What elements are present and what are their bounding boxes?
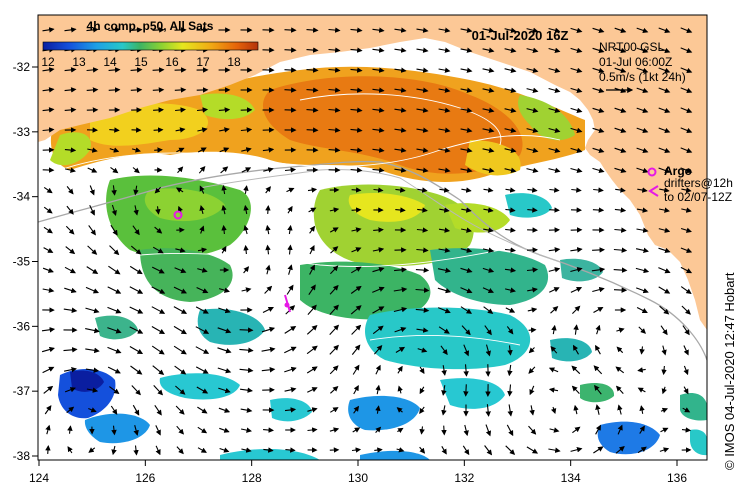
current-arrow xyxy=(529,330,536,331)
current-arrow xyxy=(444,426,445,435)
current-arrow xyxy=(154,150,162,151)
x-axis: 124 126 128 130 132 134 136 xyxy=(29,460,687,485)
current-arrow xyxy=(268,206,269,214)
x-tick-label: 126 xyxy=(135,471,155,485)
current-arrow xyxy=(175,90,185,91)
y-tick-label: -33 xyxy=(13,125,31,139)
colorbar-tick-label: 15 xyxy=(134,55,148,69)
y-tick-label: -32 xyxy=(13,60,31,74)
y-tick-label: -35 xyxy=(13,255,31,269)
current-arrow xyxy=(549,210,559,211)
current-arrow xyxy=(285,30,296,31)
current-source-line1: NRT00 GSL xyxy=(599,40,664,54)
current-source-line2: 01-Jul 06:00Z xyxy=(599,55,672,69)
current-arrow xyxy=(352,210,361,211)
x-tick-label: 132 xyxy=(454,471,474,485)
current-arrow xyxy=(109,90,120,91)
y-tick-label: -38 xyxy=(13,449,31,463)
current-arrow xyxy=(154,130,163,131)
colorbar-tick-label: 16 xyxy=(165,55,179,69)
y-tick-label: -37 xyxy=(13,384,31,398)
current-source-line3: 0.5m/s (1kt 24h) xyxy=(599,70,686,84)
colorbar-tick-label: 13 xyxy=(72,55,86,69)
colorbar-tick-label: 12 xyxy=(41,55,55,69)
x-tick-label: 136 xyxy=(667,471,687,485)
colorbar-tick-label: 17 xyxy=(196,55,210,69)
current-arrow xyxy=(307,130,318,131)
current-arrow xyxy=(131,90,141,91)
current-arrow xyxy=(285,50,296,51)
colorbar-tick-label: 14 xyxy=(103,55,117,69)
drifter-legend-line1: drifters@12h xyxy=(664,176,733,190)
current-arrow xyxy=(593,210,603,211)
current-arrow xyxy=(285,90,296,91)
colorbar-title: 4h comp, p50, All Sats xyxy=(87,19,214,33)
x-tick-label: 128 xyxy=(242,471,262,485)
colorbar-tick-label: 18 xyxy=(227,55,241,69)
current-arrow xyxy=(466,384,467,395)
map-title: 01-Jul-2020 16Z xyxy=(472,28,569,43)
x-tick-label: 124 xyxy=(29,471,49,485)
x-tick-label: 130 xyxy=(348,471,368,485)
y-axis: -32 -33 -34 -35 -36 -37 -38 xyxy=(13,60,38,463)
current-arrow xyxy=(153,110,163,111)
current-arrow xyxy=(48,446,49,454)
imos-credit: © IMOS 04-Jul-2020 12:47 Hobart xyxy=(722,273,737,470)
current-arrow xyxy=(153,90,163,91)
current-arrow xyxy=(240,330,253,331)
current-arrow xyxy=(352,190,361,191)
current-arrow xyxy=(614,290,626,291)
drifter-legend-line2: to 02/07-12Z xyxy=(664,190,732,204)
colorbar-gradient xyxy=(43,42,258,50)
y-tick-label: -34 xyxy=(13,190,31,204)
y-tick-label: -36 xyxy=(13,319,31,333)
x-tick-label: 134 xyxy=(561,471,581,485)
current-arrow xyxy=(285,70,296,71)
current-arrow xyxy=(153,70,164,71)
current-arrow xyxy=(592,250,604,251)
